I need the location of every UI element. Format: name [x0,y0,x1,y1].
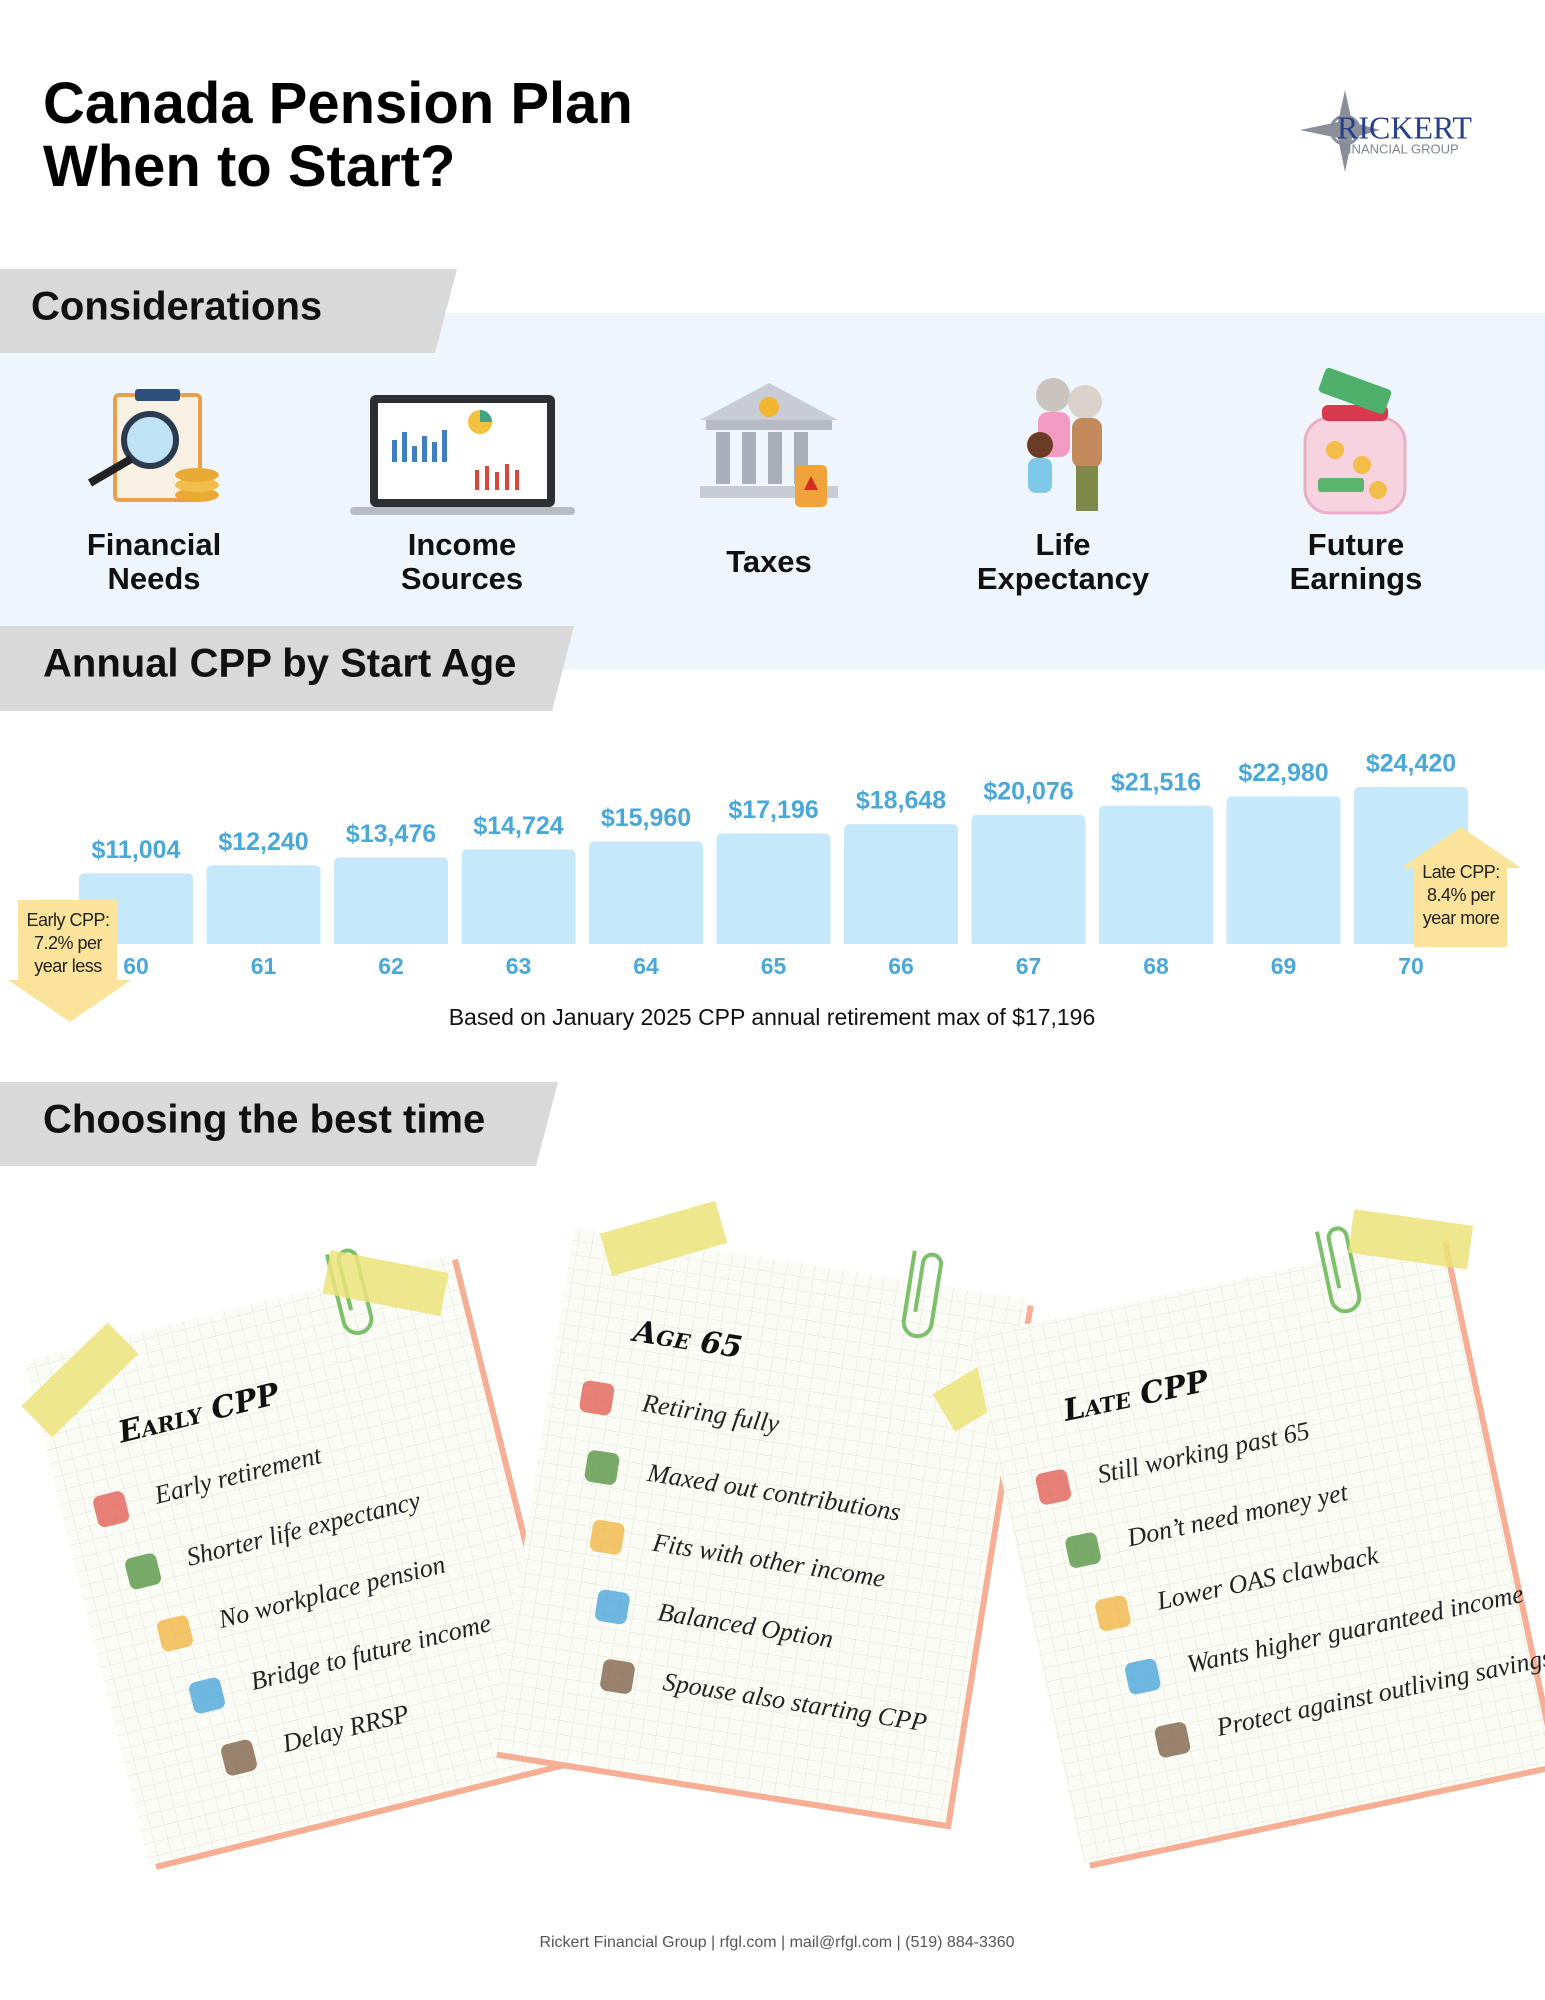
item-icon [584,1450,620,1485]
x-tick-label: 68 [1143,953,1169,979]
annotation-text: 7.2% per [34,933,103,953]
tape [21,1322,139,1438]
item-icon [1065,1532,1101,1568]
bar [334,857,448,944]
bar [716,833,831,944]
x-tick-label: 67 [1016,953,1042,979]
paperclip [901,1250,943,1339]
bar [1226,796,1341,944]
annotation-text: year less [34,956,102,976]
tape [322,1250,449,1317]
consideration-label: Earnings [1290,561,1423,596]
consideration-label: Sources [401,561,523,596]
item-icon [189,1677,225,1714]
icon-taxes [700,383,838,507]
tape [599,1200,728,1277]
section-banner [0,1082,558,1166]
value-label: $14,724 [473,812,563,840]
annotation-text: Early CPP: [26,910,109,930]
x-tick-label: 66 [888,953,914,979]
value-label: $15,960 [601,804,691,832]
item-icon [1125,1658,1161,1695]
item-icon [1095,1595,1131,1632]
value-label: $20,076 [983,778,1073,806]
value-label: $12,240 [218,828,308,856]
card-paper [491,1227,1029,1823]
chart-note: Based on January 2025 CPP annual retirem… [449,1004,1096,1030]
section-heading: Annual CPP by Start Age [43,642,516,686]
value-label: $11,004 [92,836,181,864]
section-banner [0,626,574,711]
item-icon [1035,1469,1072,1505]
logo-name: RICKERT [1337,109,1472,145]
consideration-label: Needs [107,561,200,596]
early-annotation: Early CPP: 7.2% per year less [8,900,131,1022]
tape [1348,1209,1474,1270]
consideration-label: Expectancy [977,561,1150,596]
icon-life-expectancy [1027,378,1102,511]
logo: RICKERT FINANCIAL GROUP [1300,90,1472,172]
icon-future-earnings [1303,367,1407,515]
logo-subtitle: FINANCIAL GROUP [1340,141,1459,156]
section-heading: Considerations [31,285,322,329]
bar [461,849,576,944]
card-paper [971,1236,1545,1864]
item-icon [221,1739,257,1776]
item-icon [579,1380,615,1416]
section-heading: Choosing the best time [43,1098,485,1142]
footer: Rickert Financial Group | rfgl.com | mai… [539,1934,1014,1951]
consideration-label: Life [1035,527,1090,562]
annotation-text: year more [1423,908,1500,928]
annotation-text: 8.4% per [1427,885,1496,905]
icon-income-sources [350,395,575,515]
annotation-text: Late CPP: [1422,862,1500,882]
item-icon [125,1553,161,1590]
bar [844,824,958,944]
item-icon [157,1615,193,1652]
consideration-label: Taxes [726,544,812,579]
late-annotation: Late CPP: 8.4% per year more [1401,827,1521,947]
x-tick-label: 62 [378,953,404,979]
item-icon [600,1659,635,1694]
item-icon [1154,1722,1191,1758]
x-tick-label: 61 [251,953,277,979]
icon-financial-needs [87,389,219,502]
value-label: $22,980 [1238,759,1328,787]
consideration-label: Income [408,527,517,562]
item-icon [595,1589,630,1625]
x-tick-label: 70 [1398,953,1424,979]
item-icon [589,1519,625,1555]
consideration-label: Financial [87,527,221,562]
paperclip [1315,1226,1362,1314]
section-banner [0,269,457,353]
x-tick-label: 69 [1271,953,1297,979]
value-label: $21,516 [1111,768,1201,796]
bar [1099,805,1213,944]
title-line: When to Start? [43,134,455,199]
x-tick-label: 60 [123,953,149,979]
x-tick-label: 64 [633,953,659,979]
value-label: $17,196 [728,796,818,824]
value-label: $18,648 [856,787,946,815]
title-line: Canada Pension Plan [43,71,633,136]
consideration-label: Future [1308,527,1404,562]
bar [589,841,703,944]
value-label: $24,420 [1366,750,1456,778]
value-label: $13,476 [346,820,436,848]
item-icon [93,1491,130,1528]
x-tick-label: 65 [761,953,787,979]
bar [206,865,321,944]
card-paper [23,1254,577,1866]
x-tick-label: 63 [506,953,532,979]
bar [971,814,1086,944]
